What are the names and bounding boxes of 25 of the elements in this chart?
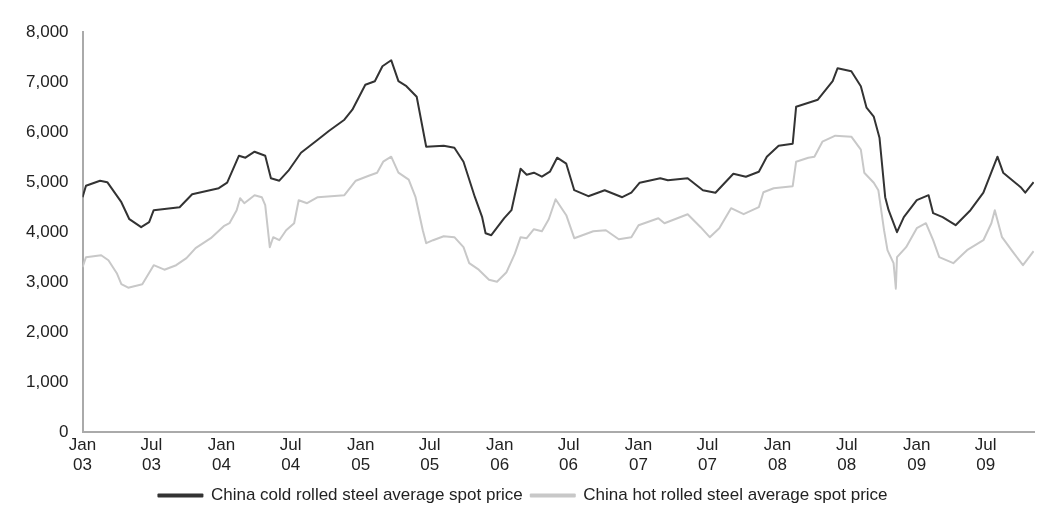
x-tick-label: Jul 07 <box>696 435 719 475</box>
y-tick-label: 1,000 <box>25 371 69 391</box>
x-tick-label: Jan 09 <box>903 435 931 475</box>
x-tick-label: Jul 04 <box>279 435 302 475</box>
x-tick-label: Jul 03 <box>140 435 163 475</box>
x-tick-label: Jan 03 <box>68 435 97 475</box>
x-tick-label: Jul 08 <box>835 435 858 475</box>
y-tick-label: 2,000 <box>25 321 69 341</box>
x-tick-label: Jan 04 <box>207 435 236 475</box>
x-tick-label: Jan 06 <box>485 435 514 475</box>
y-tick-label: 6,000 <box>25 121 69 141</box>
x-tick-label: Jan 07 <box>624 435 653 475</box>
legend-label: China hot rolled steel average spot price <box>583 485 888 505</box>
y-tick-label: 8,000 <box>25 21 69 41</box>
x-tick-label: Jan 05 <box>347 435 375 475</box>
legend-label: China cold rolled steel average spot price <box>210 485 523 505</box>
y-tick-label: 7,000 <box>25 71 69 91</box>
y-tick-label: 0 <box>59 421 69 441</box>
x-tick-label: Jul 05 <box>418 435 441 475</box>
y-tick-label: 3,000 <box>25 271 69 291</box>
x-tick-label: Jul 09 <box>974 435 997 475</box>
x-tick-label: Jul 06 <box>557 435 580 475</box>
y-tick-label: 5,000 <box>25 171 69 191</box>
x-tick-label: Jan 08 <box>763 435 792 475</box>
y-tick-label: 4,000 <box>25 221 69 241</box>
